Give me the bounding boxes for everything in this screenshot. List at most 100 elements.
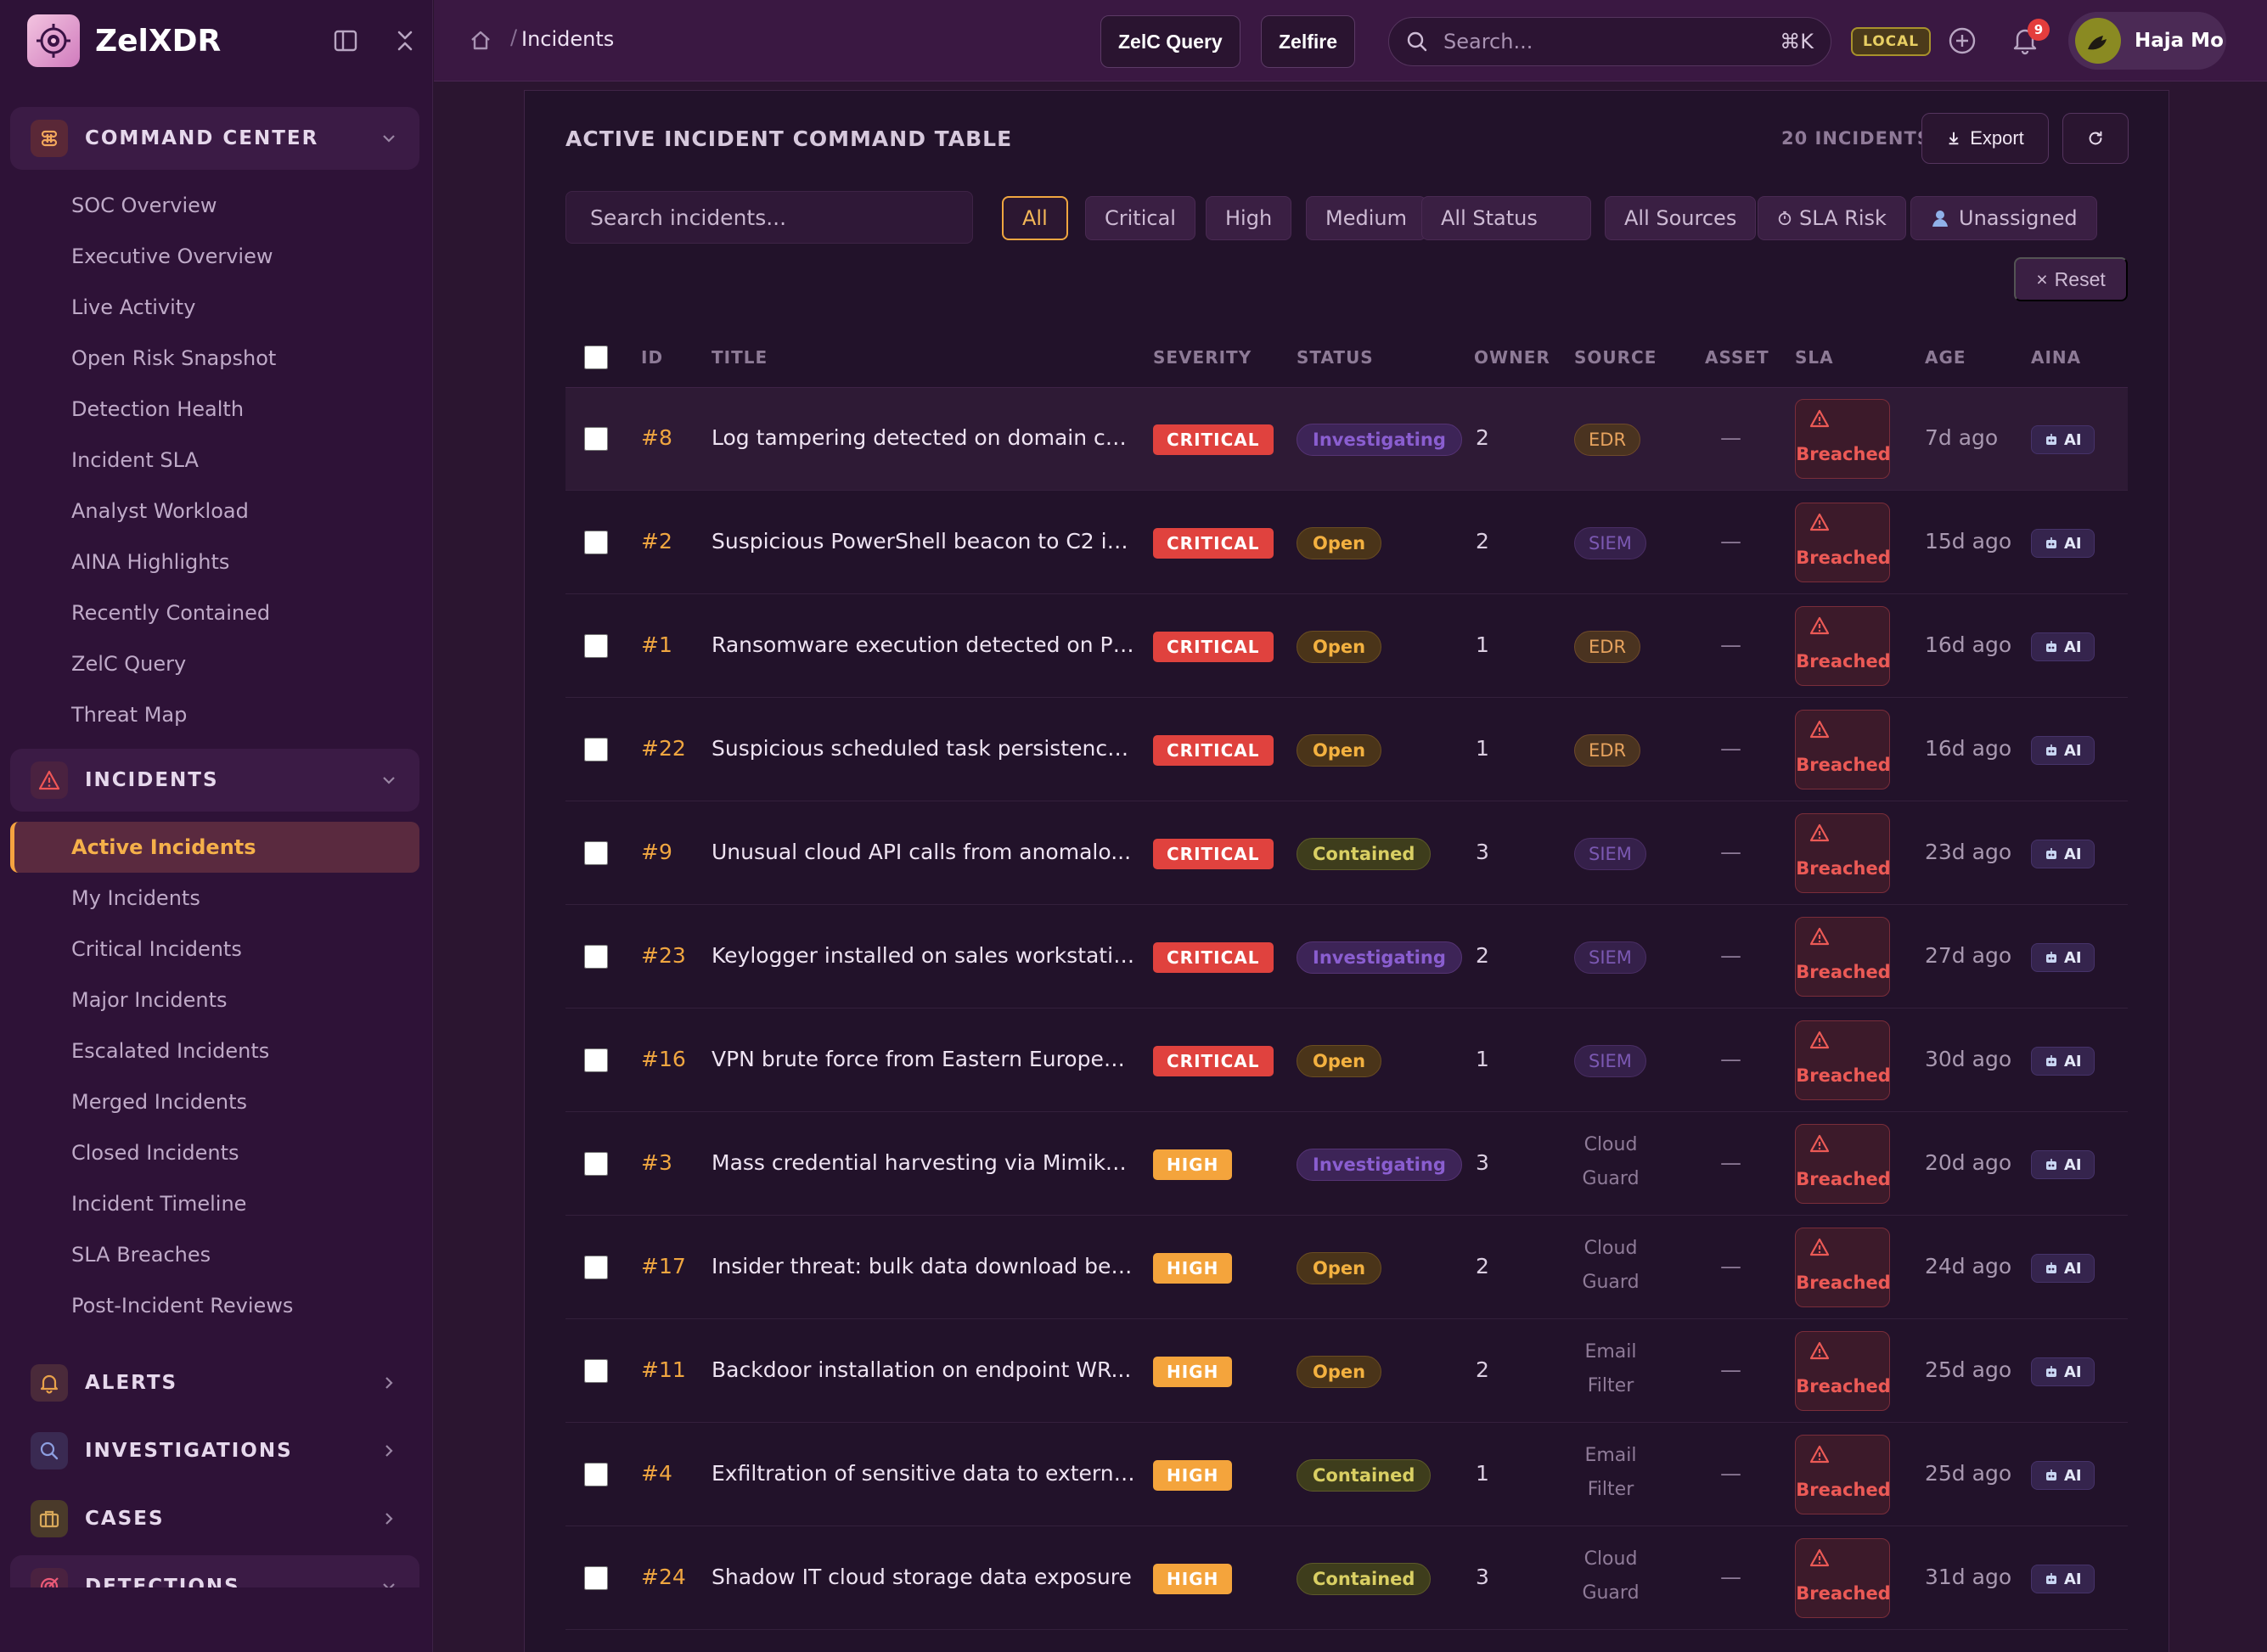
- row-id-link[interactable]: #8: [641, 425, 672, 450]
- aina-ai-button[interactable]: AI: [2031, 529, 2095, 558]
- column-header-title[interactable]: TITLE: [712, 347, 768, 368]
- row-checkbox[interactable]: [584, 427, 608, 451]
- home-icon[interactable]: [468, 28, 493, 53]
- sidebar-item-closed-incidents[interactable]: Closed Incidents: [71, 1141, 239, 1165]
- row-title-link[interactable]: Exfiltration of sensitive data to extern…: [712, 1461, 1136, 1486]
- table-row[interactable]: #3 Mass credential harvesting via Mimika…: [565, 1113, 2128, 1216]
- table-row[interactable]: #23 Keylogger installed on sales worksta…: [565, 906, 2128, 1009]
- aina-ai-button[interactable]: AI: [2031, 1150, 2095, 1179]
- sidebar-item-threat-map[interactable]: Threat Map: [71, 703, 188, 727]
- aina-ai-button[interactable]: AI: [2031, 840, 2095, 868]
- status-badge[interactable]: Open: [1297, 1356, 1382, 1388]
- column-header-status[interactable]: STATUS: [1297, 347, 1374, 368]
- row-id-link[interactable]: #17: [641, 1254, 686, 1278]
- row-id-link[interactable]: #2: [641, 529, 672, 553]
- sidebar-item-live-activity[interactable]: Live Activity: [71, 295, 196, 319]
- row-checkbox[interactable]: [584, 634, 608, 658]
- zelxdr-logo-icon[interactable]: [27, 14, 80, 67]
- sidebar-item-my-incidents[interactable]: My Incidents: [71, 886, 200, 910]
- table-row[interactable]: #17 Insider threat: bulk data download b…: [565, 1217, 2128, 1319]
- row-title-link[interactable]: Log tampering detected on domain co...: [712, 425, 1136, 450]
- zelfire-button[interactable]: Zelfire: [1261, 15, 1356, 68]
- row-checkbox[interactable]: [584, 738, 608, 761]
- nav-section-command-center[interactable]: COMMAND CENTER: [10, 107, 419, 170]
- table-row[interactable]: #24 Shadow IT cloud storage data exposur…: [565, 1527, 2128, 1630]
- filter-severity-all[interactable]: All: [1002, 196, 1068, 240]
- zelc-query-button[interactable]: ZelC Query: [1100, 15, 1240, 68]
- column-header-source[interactable]: SOURCE: [1574, 347, 1657, 368]
- sidebar-item-zelc-query[interactable]: ZelC Query: [71, 652, 187, 676]
- sidebar-item-incident-sla[interactable]: Incident SLA: [71, 448, 199, 472]
- table-row[interactable]: #4 Exfiltration of sensitive data to ext…: [565, 1424, 2128, 1526]
- select-all-checkbox[interactable]: [584, 346, 608, 369]
- breadcrumb-current[interactable]: Incidents: [521, 27, 615, 51]
- aina-ai-button[interactable]: AI: [2031, 1047, 2095, 1076]
- status-badge[interactable]: Open: [1297, 1045, 1382, 1077]
- row-title-link[interactable]: Suspicious scheduled task persistence ..…: [712, 736, 1136, 761]
- table-row[interactable]: #1 Ransomware execution detected on PR..…: [565, 595, 2128, 698]
- aina-ai-button[interactable]: AI: [2031, 1565, 2095, 1593]
- row-checkbox[interactable]: [584, 1048, 608, 1072]
- row-title-link[interactable]: VPN brute force from Eastern European...: [712, 1047, 1136, 1071]
- global-search[interactable]: ⌘K: [1388, 17, 1831, 66]
- row-id-link[interactable]: #3: [641, 1150, 672, 1175]
- row-title-link[interactable]: Suspicious PowerShell beacon to C2 inf..…: [712, 529, 1136, 553]
- export-button[interactable]: Export: [1921, 113, 2049, 164]
- sidebar-item-merged-incidents[interactable]: Merged Incidents: [71, 1090, 248, 1114]
- sla-risk-filter[interactable]: SLA Risk: [1758, 196, 1906, 240]
- row-title-link[interactable]: Ransomware execution detected on PR...: [712, 632, 1136, 657]
- add-icon[interactable]: [1947, 25, 1977, 56]
- row-checkbox[interactable]: [584, 841, 608, 865]
- sidebar-item-open-risk-snapshot[interactable]: Open Risk Snapshot: [71, 346, 277, 370]
- unassigned-filter[interactable]: Unassigned: [1910, 196, 2097, 240]
- row-checkbox[interactable]: [584, 1463, 608, 1486]
- sidebar-item-post-incident-reviews[interactable]: Post-Incident Reviews: [71, 1294, 294, 1318]
- sidebar-item-executive-overview[interactable]: Executive Overview: [71, 244, 273, 268]
- row-id-link[interactable]: #4: [641, 1461, 672, 1486]
- sidebar-item-escalated-incidents[interactable]: Escalated Incidents: [71, 1039, 270, 1063]
- row-id-link[interactable]: #24: [641, 1565, 686, 1589]
- row-title-link[interactable]: Insider threat: bulk data download bef..…: [712, 1254, 1136, 1278]
- incident-search-input[interactable]: [565, 191, 973, 244]
- aina-ai-button[interactable]: AI: [2031, 1254, 2095, 1283]
- sidebar-item-analyst-workload[interactable]: Analyst Workload: [71, 499, 249, 523]
- status-badge[interactable]: Investigating: [1297, 941, 1462, 974]
- status-badge[interactable]: Open: [1297, 1252, 1382, 1284]
- sidebar-item-aina-highlights[interactable]: AINA Highlights: [71, 550, 230, 574]
- table-row[interactable]: #16 VPN brute force from Eastern Europea…: [565, 1009, 2128, 1112]
- aina-ai-button[interactable]: AI: [2031, 1461, 2095, 1490]
- status-badge[interactable]: Contained: [1297, 838, 1432, 870]
- reset-filters-button[interactable]: × Reset: [2014, 257, 2128, 301]
- refresh-button[interactable]: [2062, 113, 2129, 164]
- sidebar-item-incident-timeline[interactable]: Incident Timeline: [71, 1192, 247, 1216]
- nav-section-cases[interactable]: CASES: [10, 1487, 419, 1550]
- aina-ai-button[interactable]: AI: [2031, 1357, 2095, 1386]
- row-title-link[interactable]: Keylogger installed on sales workstation: [712, 943, 1136, 968]
- row-checkbox[interactable]: [584, 1152, 608, 1176]
- source-filter-select[interactable]: All Sources: [1605, 196, 1757, 240]
- row-checkbox[interactable]: [584, 1566, 608, 1590]
- row-id-link[interactable]: #22: [641, 736, 686, 761]
- sidebar-item-major-incidents[interactable]: Major Incidents: [71, 988, 228, 1012]
- sidebar-item-recently-contained[interactable]: Recently Contained: [71, 601, 271, 625]
- sidebar-toggle-icon[interactable]: [333, 28, 358, 53]
- row-id-link[interactable]: #11: [641, 1357, 686, 1382]
- filter-severity-medium[interactable]: Medium: [1306, 196, 1426, 240]
- status-badge[interactable]: Investigating: [1297, 424, 1462, 456]
- column-header-owner[interactable]: OWNER: [1474, 347, 1550, 368]
- row-id-link[interactable]: #16: [641, 1047, 686, 1071]
- aina-ai-button[interactable]: AI: [2031, 943, 2095, 972]
- sidebar-item-critical-incidents[interactable]: Critical Incidents: [71, 937, 242, 961]
- row-checkbox[interactable]: [584, 531, 608, 554]
- status-filter-select[interactable]: All Status: [1421, 196, 1591, 240]
- table-row[interactable]: #9 Unusual cloud API calls from anomalo.…: [565, 802, 2128, 905]
- nav-section-detections[interactable]: DETECTIONS: [10, 1555, 419, 1587]
- table-row[interactable]: #11 Backdoor installation on endpoint WR…: [565, 1320, 2128, 1423]
- filter-severity-high[interactable]: High: [1206, 196, 1292, 240]
- row-checkbox[interactable]: [584, 1256, 608, 1279]
- table-row[interactable]: #2 Suspicious PowerShell beacon to C2 in…: [565, 492, 2128, 594]
- row-title-link[interactable]: Unusual cloud API calls from anomalo...: [712, 840, 1132, 864]
- column-header-severity[interactable]: SEVERITY: [1153, 347, 1252, 368]
- row-checkbox[interactable]: [584, 945, 608, 969]
- sidebar-item-soc-overview[interactable]: SOC Overview: [71, 194, 217, 217]
